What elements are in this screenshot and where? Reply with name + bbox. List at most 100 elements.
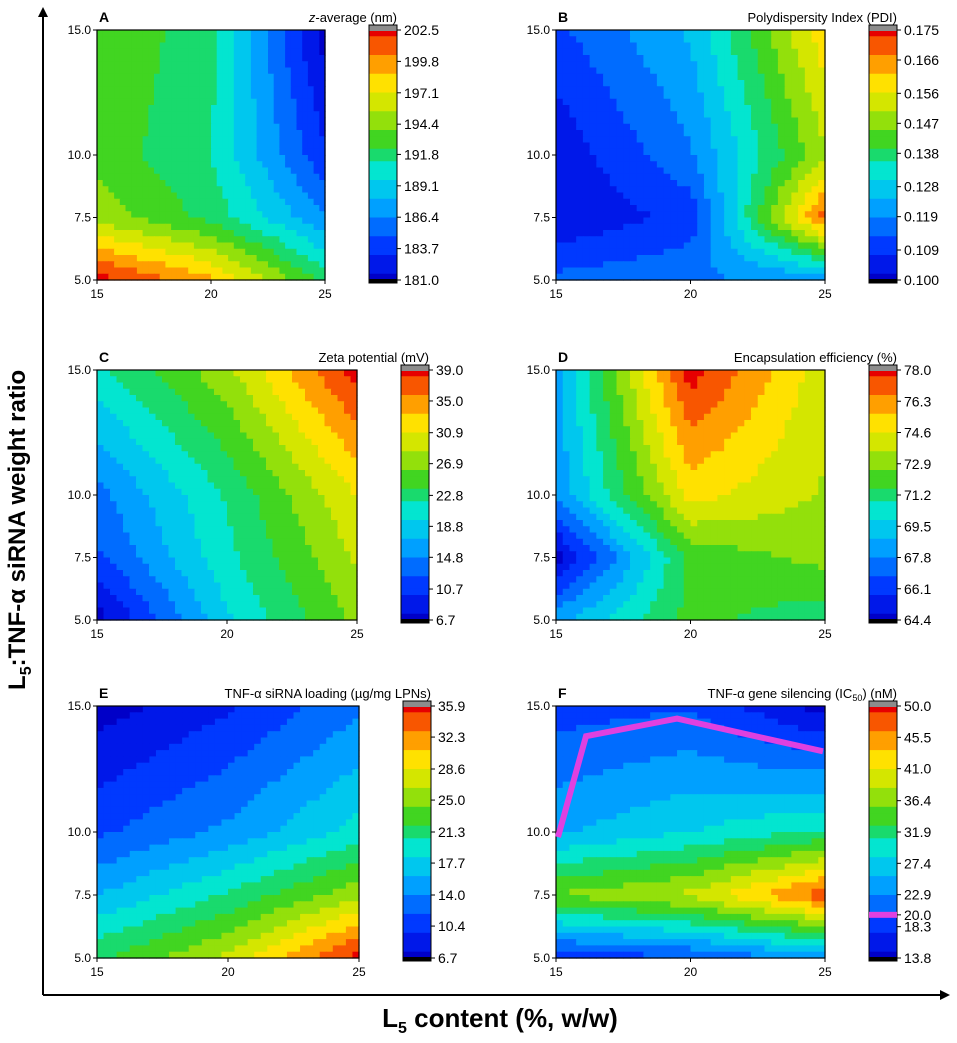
heatmap-cell: [136, 526, 144, 534]
heatmap-cell: [239, 273, 246, 281]
heatmap-cell: [259, 438, 267, 446]
heatmap-cell: [313, 55, 320, 62]
heatmap-cell: [97, 445, 105, 452]
heatmap-cell: [148, 30, 155, 37]
heatmap-cell: [285, 167, 292, 175]
heatmap-cell: [710, 42, 718, 50]
heatmap-cell: [811, 205, 819, 212]
heatmap-cell: [751, 123, 759, 131]
heatmap-cell: [683, 148, 692, 156]
heatmap-cell: [285, 236, 292, 244]
heatmap-cell: [220, 395, 228, 402]
heatmap-cell: [233, 92, 241, 100]
heatmap-cell: [697, 267, 705, 275]
heatmap-cell: [220, 595, 228, 602]
heatmap-cell: [562, 161, 571, 169]
heatmap-cell: [262, 48, 269, 56]
heatmap-cell: [582, 261, 591, 269]
heatmap-cell: [205, 111, 212, 119]
heatmap-cell: [764, 123, 772, 131]
heatmap-cell: [670, 267, 678, 275]
heatmap-cell: [259, 495, 267, 502]
heatmap-cell: [188, 223, 195, 231]
heatmap-cell: [318, 557, 326, 565]
heatmap-cell: [165, 236, 172, 244]
heatmap-cell: [670, 186, 678, 194]
heatmap-cell: [253, 526, 261, 534]
heatmap-cell: [216, 30, 223, 37]
colorbar-tick-label: 189.1: [404, 178, 439, 194]
heatmap-cell: [623, 80, 631, 87]
heatmap-cell: [168, 432, 176, 440]
heatmap-cell: [193, 173, 201, 181]
heatmap-cell: [272, 482, 280, 490]
heatmap-cell: [629, 67, 638, 75]
heatmap-cell: [175, 507, 183, 515]
heatmap-cell: [313, 36, 320, 44]
heatmap-cell: [724, 205, 732, 212]
heatmap-cell: [268, 242, 275, 250]
heatmap-cell: [292, 401, 300, 409]
heatmap-cell: [318, 382, 326, 390]
heatmap-cell: [136, 205, 144, 212]
heatmap-cell: [142, 595, 150, 602]
heatmap-cell: [97, 223, 104, 231]
heatmap-cell: [165, 205, 172, 212]
heatmap-cell: [791, 136, 799, 144]
heatmap-cell: [636, 61, 645, 69]
heatmap-cell: [609, 211, 618, 219]
heatmap-cell: [596, 42, 604, 50]
heatmap-cell: [643, 230, 651, 237]
heatmap-cell: [188, 570, 196, 577]
heatmap-cell: [154, 255, 161, 262]
heatmap-cell: [97, 438, 105, 446]
heatmap-cell: [273, 167, 280, 175]
heatmap-cell: [331, 520, 339, 527]
heatmap-cell: [148, 136, 155, 144]
heatmap-cell: [298, 595, 306, 602]
heatmap-cell: [188, 451, 196, 459]
heatmap-cell: [266, 607, 274, 615]
heatmap-cell: [603, 136, 611, 144]
heatmap-cell: [259, 457, 267, 465]
heatmap-cell: [344, 370, 352, 377]
heatmap-cell: [302, 273, 309, 281]
heatmap-cell: [266, 476, 274, 484]
heatmap-cell: [744, 255, 752, 262]
heatmap-cell: [181, 520, 189, 527]
heatmap-cell: [216, 48, 223, 56]
heatmap-cell: [97, 67, 104, 75]
heatmap-cell: [818, 130, 826, 137]
heatmap-cell: [730, 148, 739, 156]
heatmap-cell: [302, 36, 309, 44]
heatmap-cell: [690, 261, 698, 269]
heatmap-cell: [162, 495, 170, 502]
heatmap-cell: [609, 261, 618, 269]
heatmap-cell: [562, 242, 571, 250]
heatmap-cell: [656, 67, 665, 75]
heatmap-cell: [305, 476, 313, 484]
heatmap-cell: [811, 142, 819, 150]
heatmap-cell: [119, 123, 127, 131]
heatmap-cell: [324, 420, 332, 427]
heatmap-cell: [110, 401, 118, 409]
heatmap-cell: [576, 223, 584, 231]
heatmap-cell: [331, 482, 339, 490]
heatmap-cell: [165, 67, 172, 75]
heatmap-cell: [690, 186, 698, 194]
heatmap-cell: [298, 495, 306, 502]
heatmap-cell: [220, 557, 228, 565]
heatmap-cell: [245, 123, 252, 131]
heatmap-cell: [149, 420, 157, 427]
heatmap-cell: [131, 261, 138, 269]
heatmap-cell: [165, 48, 172, 56]
heatmap-cell: [188, 55, 195, 62]
heatmap-cell: [311, 582, 319, 590]
heatmap-cell: [562, 230, 571, 237]
heatmap-cell: [350, 495, 358, 502]
heatmap-cell: [703, 117, 712, 125]
heatmap-cell: [337, 401, 345, 409]
heatmap-cell: [222, 117, 229, 125]
heatmap-cell: [683, 98, 692, 106]
heatmap-cell: [318, 395, 326, 402]
